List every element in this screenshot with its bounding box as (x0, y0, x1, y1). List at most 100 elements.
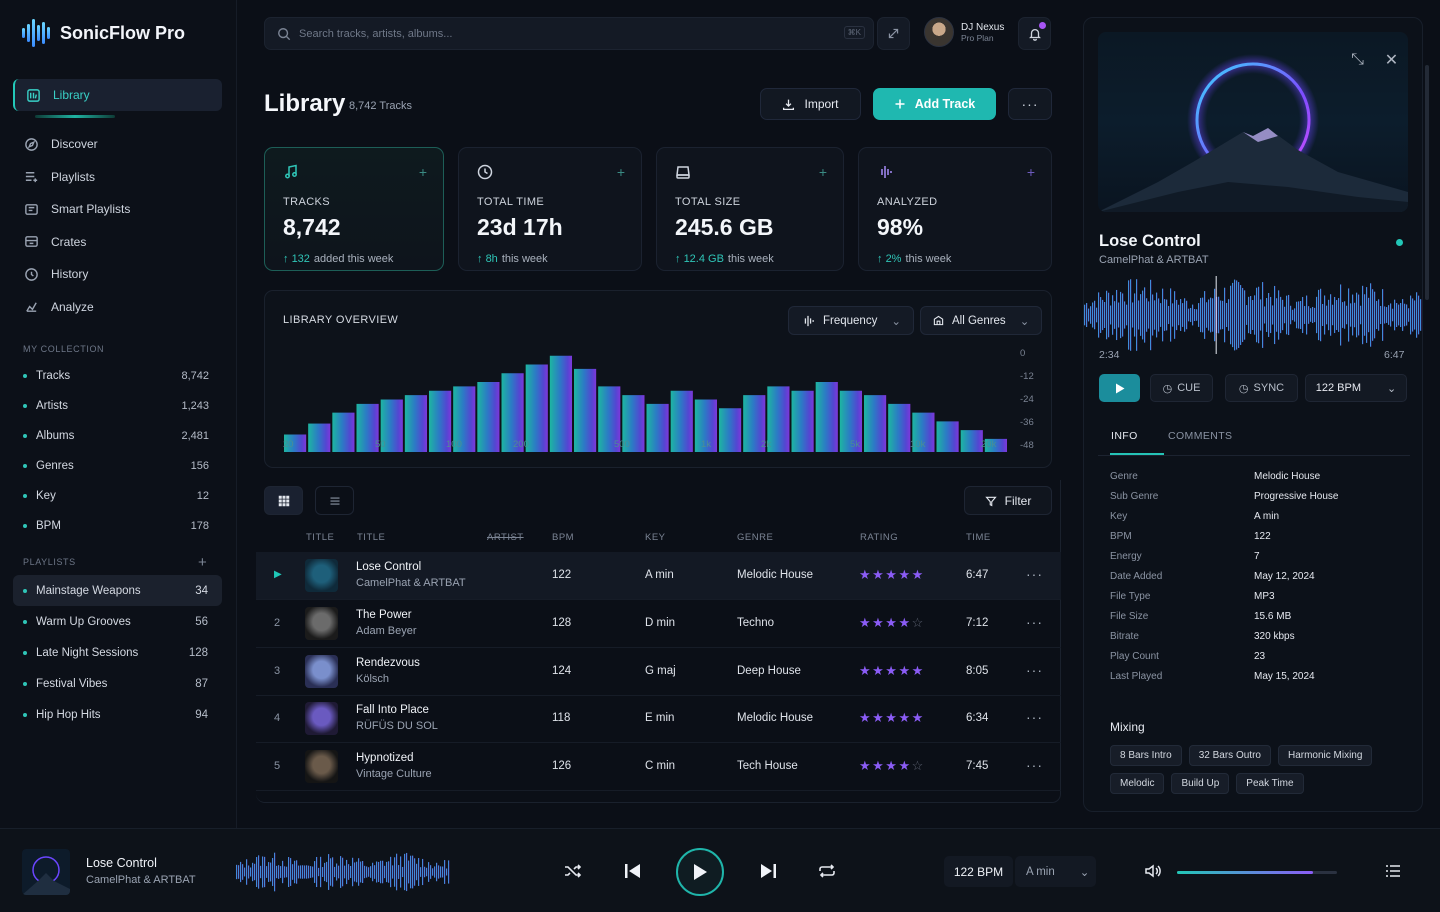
mixing-tag[interactable]: Harmonic Mixing (1277, 745, 1373, 766)
bpm-dropdown[interactable]: 122 BPM ⌄ (1305, 374, 1407, 402)
plus-icon[interactable]: + (616, 164, 625, 180)
cue-button[interactable]: ◷ CUE (1150, 374, 1213, 402)
import-button[interactable]: Import (760, 88, 861, 120)
mixing-tag[interactable]: 8 Bars Intro (1110, 745, 1182, 766)
row-more-button[interactable]: ··· (1026, 661, 1043, 678)
scrollbar[interactable] (1425, 65, 1429, 300)
collection-item-bpm[interactable]: BPM 178 (23, 511, 209, 541)
next-button[interactable] (756, 859, 780, 883)
close-button[interactable]: ✕ (1378, 46, 1405, 73)
add-track-button[interactable]: Add Track (873, 88, 996, 120)
rating-stars[interactable]: ★★★★★ (859, 662, 925, 678)
table-row[interactable]: ▶ Lose Control CamelPhat & ARTBAT 122 A … (256, 552, 1061, 600)
add-playlist-button[interactable]: + (198, 554, 207, 571)
col-header[interactable]: RATING (860, 532, 899, 543)
waveform-bar (1196, 309, 1198, 321)
playlist-item[interactable]: Late Night Sessions 128 (13, 637, 222, 668)
play-button[interactable] (1099, 374, 1140, 402)
stat-value: 98% (877, 214, 924, 240)
playlist-item[interactable]: Hip Hop Hits 94 (13, 699, 222, 730)
stat-card-total-time[interactable]: + TOTAL TIME 23d 17h ↑ 8h this week (458, 147, 642, 271)
tab-info[interactable]: INFO (1111, 430, 1138, 442)
stat-card-analyzed[interactable]: + ANALYZED 98% ↑ 2% this week (858, 147, 1052, 271)
mixing-tag[interactable]: Melodic (1110, 773, 1165, 794)
playlist-item[interactable]: Warm Up Grooves 56 (13, 606, 222, 637)
volume-slider[interactable] (1177, 871, 1337, 874)
nav-item-history[interactable]: History (13, 258, 222, 290)
player-key-dropdown[interactable]: A min ⌄ (1015, 856, 1096, 887)
player-waveform[interactable] (236, 851, 450, 893)
rating-stars[interactable]: ★★★★★ (859, 710, 925, 726)
mixing-tag[interactable]: Build Up (1171, 773, 1230, 794)
repeat-button[interactable] (815, 859, 839, 883)
col-header[interactable]: TIME (966, 532, 991, 543)
waveform-bar (1360, 305, 1362, 325)
user-menu[interactable]: DJ Nexus Pro Plan (924, 17, 1004, 47)
row-more-button[interactable]: ··· (1026, 566, 1043, 582)
plus-icon[interactable]: + (1026, 164, 1035, 180)
sync-button[interactable]: ◷ SYNC (1225, 374, 1298, 402)
nav-item-discover[interactable]: Discover (13, 128, 222, 160)
previous-button[interactable] (620, 859, 644, 883)
playing-icon[interactable]: ▶ (274, 569, 282, 580)
rating-stars[interactable]: ★★★★★ (859, 567, 925, 582)
search-input[interactable] (299, 27, 819, 40)
col-header[interactable]: BPM (552, 532, 575, 543)
mixing-tag[interactable]: 32 Bars Outro (1188, 745, 1271, 766)
collection-item-artists[interactable]: Artists 1,243 (23, 391, 209, 421)
table-row[interactable]: 4 Fall Into Place RÜFÜS DU SOL 118 E min… (256, 695, 1061, 744)
playlist-item[interactable]: Mainstage Weapons 34 (13, 575, 222, 606)
waveform-bar (1218, 296, 1220, 334)
frequency-dropdown[interactable]: Frequency ⌄ (788, 306, 914, 335)
row-more-button[interactable]: ··· (1026, 757, 1043, 774)
drive-icon (676, 166, 690, 179)
collection-item-albums[interactable]: Albums 2,481 (23, 421, 209, 451)
player-album-art[interactable] (22, 849, 70, 895)
mixing-tag[interactable]: Peak Time (1236, 773, 1304, 794)
more-options-button[interactable]: ··· (1008, 88, 1052, 120)
col-header[interactable]: TITLE (306, 532, 335, 543)
tab-comments[interactable]: COMMENTS (1168, 430, 1233, 442)
list-view-button[interactable] (315, 486, 354, 515)
col-header[interactable]: ARTIST (487, 532, 524, 543)
nav-item-library[interactable]: Library (13, 79, 222, 111)
shuffle-button[interactable] (561, 859, 585, 883)
col-header[interactable]: GENRE (737, 532, 774, 543)
collection-item-genres[interactable]: Genres 156 (23, 451, 209, 481)
col-header[interactable]: TITLE (357, 532, 386, 543)
nav-item-analyze[interactable]: Analyze (13, 291, 222, 323)
volume-button[interactable] (1141, 859, 1165, 883)
rating-stars[interactable]: ★★★★☆ (859, 758, 925, 774)
notifications-button[interactable] (1018, 17, 1051, 50)
track-waveform[interactable] (1084, 276, 1423, 354)
table-row[interactable]: 2 The Power Adam Beyer 128 D min Techno … (256, 600, 1061, 648)
search-bar[interactable]: ⌘K (264, 17, 874, 50)
col-header[interactable]: KEY (645, 532, 666, 543)
stat-card-tracks[interactable]: + TRACKS 8,742 ↑ 132 added this week (264, 147, 444, 271)
main-play-button[interactable] (676, 848, 724, 896)
nav-item-smart-playlists[interactable]: Smart Playlists (13, 193, 222, 225)
row-more-button[interactable]: ··· (1026, 709, 1043, 726)
playlist-item[interactable]: Festival Vibes 87 (13, 668, 222, 699)
waveform-bar (1302, 296, 1304, 334)
expand-button[interactable] (877, 17, 910, 50)
rating-stars[interactable]: ★★★★☆ (859, 614, 925, 630)
nav-item-playlists[interactable]: Playlists (13, 161, 222, 193)
plus-icon[interactable]: + (818, 164, 827, 180)
nav-item-crates[interactable]: Crates (13, 226, 222, 258)
collection-item-key[interactable]: Key 12 (23, 481, 209, 511)
collection-item-tracks[interactable]: Tracks 8,742 (23, 361, 209, 391)
player-bpm[interactable]: 122 BPM (944, 856, 1013, 887)
frequency-bar (380, 399, 403, 452)
brand[interactable]: SonicFlow Pro (22, 18, 185, 48)
plus-icon[interactable]: + (418, 164, 427, 180)
table-row[interactable]: 3 Rendezvous Kölsch 124 G maj Deep House… (256, 648, 1061, 696)
minimize-button[interactable]: ⤡ (1344, 46, 1371, 73)
genre-dropdown[interactable]: All Genres ⌄ (920, 306, 1043, 335)
stat-card-total-size[interactable]: + TOTAL SIZE 245.6 GB ↑ 12.4 GB this week (656, 147, 844, 271)
grid-view-button[interactable] (264, 486, 303, 515)
filter-button[interactable]: Filter (964, 486, 1052, 515)
row-more-button[interactable]: ··· (1026, 613, 1043, 630)
table-row[interactable]: 5 Hypnotized Vintage Culture 126 C min T… (256, 743, 1061, 792)
queue-button[interactable] (1381, 859, 1405, 883)
